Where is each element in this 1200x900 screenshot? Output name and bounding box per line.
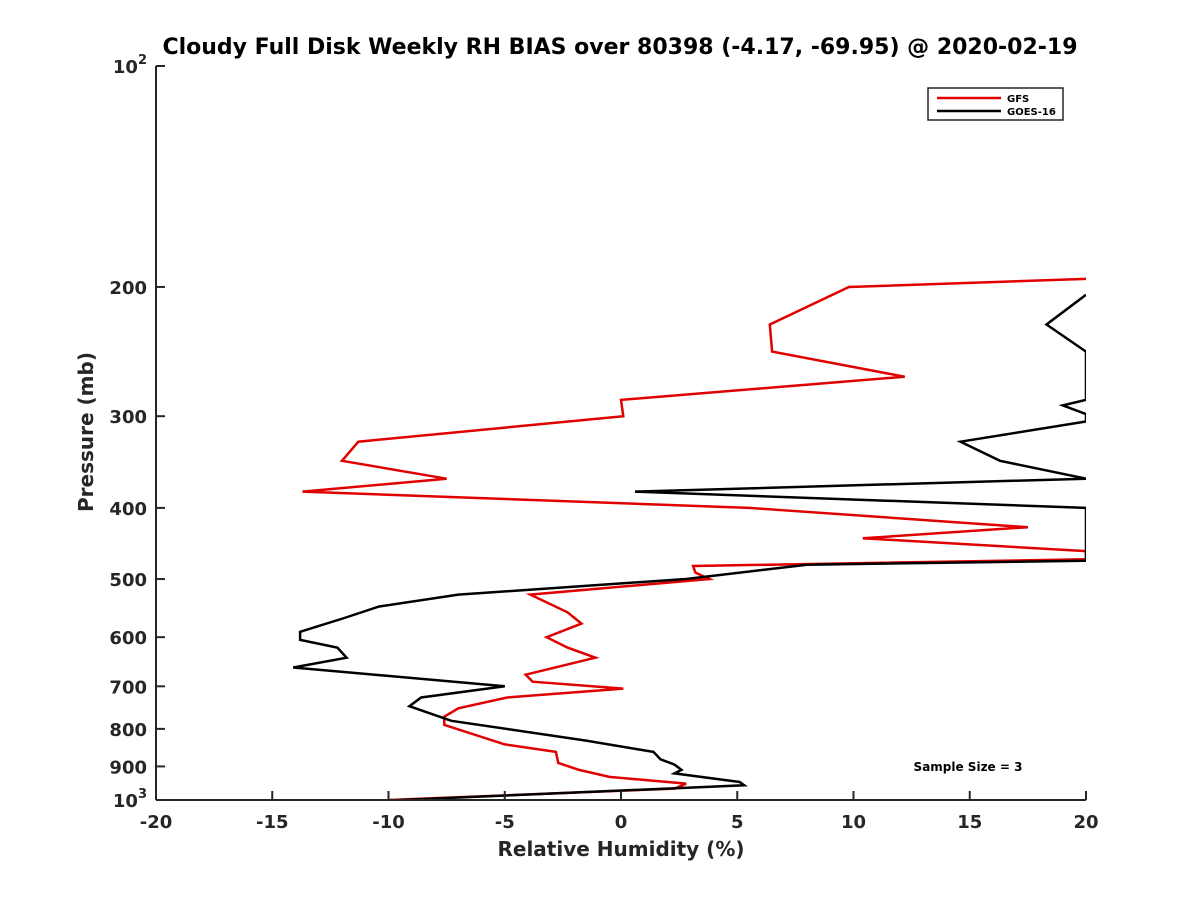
x-tick-label: -20 (140, 812, 173, 833)
x-tick-label: -15 (256, 812, 289, 833)
y-tick-label: 500 (109, 570, 147, 591)
series-line-gfs (302, 277, 1086, 800)
series-line-goes-16 (292, 293, 1086, 800)
legend: GFS GOES-16 (927, 87, 1064, 121)
y-tick-label: 600 (109, 628, 147, 649)
legend-label-gfs: GFS (1007, 94, 1029, 105)
x-tick-label: 20 (1073, 812, 1098, 833)
y-tick-label: 200 (109, 278, 147, 299)
y-tick-label: 103 (113, 787, 147, 812)
x-axis-label: Relative Humidity (%) (497, 837, 744, 861)
sample-size-annotation: Sample Size = 3 (914, 760, 1023, 774)
chart-title: Cloudy Full Disk Weekly RH BIAS over 803… (162, 35, 1077, 60)
legend-box (927, 87, 1064, 121)
y-tick-label: 300 (109, 407, 147, 428)
x-tick-label: 5 (731, 812, 744, 833)
plot-series (292, 277, 1086, 800)
y-axis-label: Pressure (mb) (74, 352, 98, 512)
axes: -20 -15 -10 -5 0 5 10 15 20 102 200 300 400 500 600 700… (109, 53, 1098, 833)
legend-label-goes-16: GOES-16 (1007, 107, 1056, 118)
y-tick-label: 700 (109, 677, 147, 698)
x-tick-label: 15 (957, 812, 982, 833)
y-tick-label: 102 (113, 53, 147, 78)
x-tick-label: 10 (841, 812, 866, 833)
x-tick-label: -10 (372, 812, 405, 833)
x-tick-label: 0 (615, 812, 628, 833)
y-tick-label: 800 (109, 720, 147, 741)
y-tick-label: 400 (109, 499, 147, 520)
x-tick-label: -5 (495, 812, 515, 833)
y-tick-label: 900 (109, 757, 147, 778)
